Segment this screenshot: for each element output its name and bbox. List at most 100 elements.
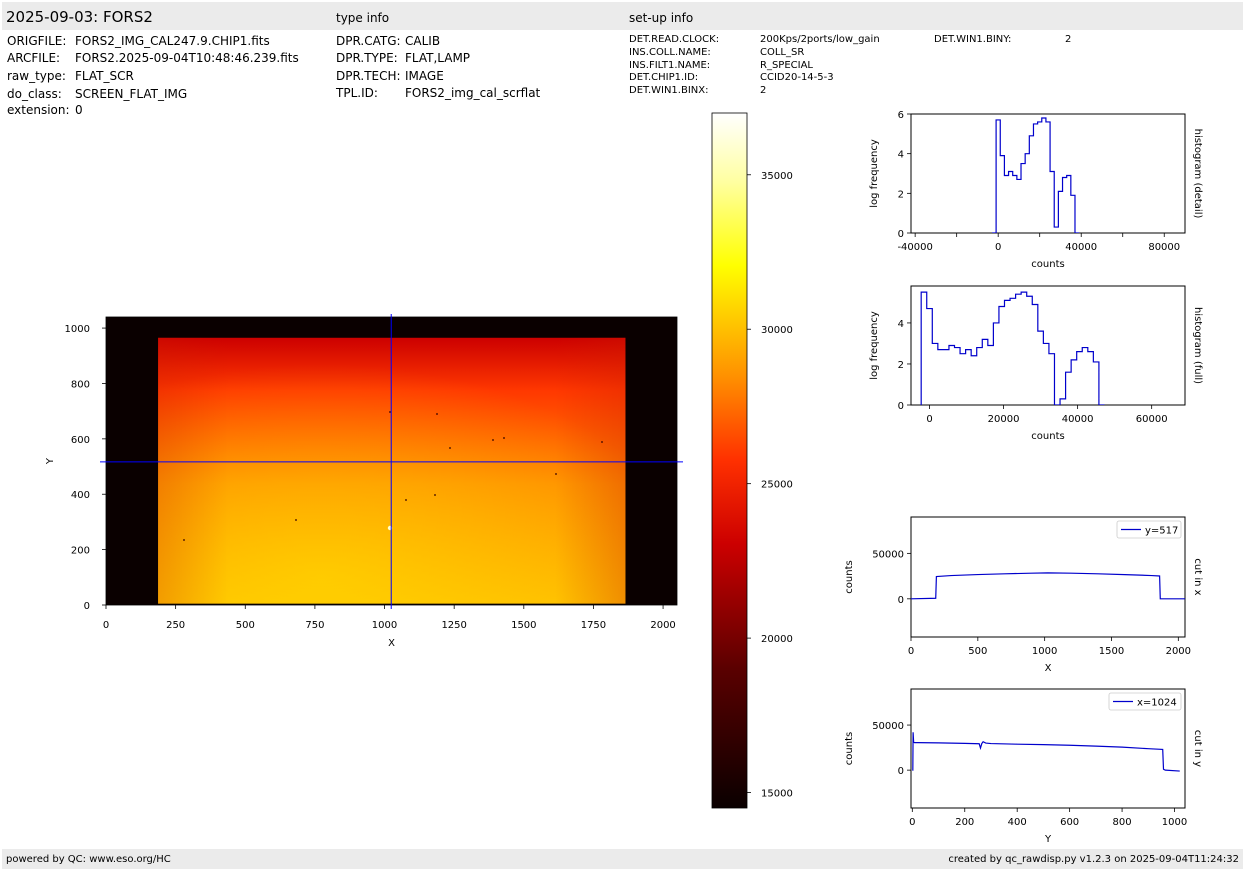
setup-info-value: CCID20-14-5-3 xyxy=(760,72,834,83)
plot-frame xyxy=(910,285,1186,406)
colorbar-tick-label: 35000 xyxy=(761,171,793,182)
x-tick-label: 40000 xyxy=(1065,242,1097,253)
x-axis-label: Y xyxy=(1044,834,1052,845)
side-label: cut in y xyxy=(1192,730,1203,767)
x-tick-label: 750 xyxy=(305,620,324,631)
x-axis-label: X xyxy=(388,638,395,649)
y-tick-label: 600 xyxy=(71,435,90,446)
file-info-value: FLAT_SCR xyxy=(75,69,134,83)
setup-info-key: INS.FILT1.NAME: xyxy=(629,60,711,71)
file-info-key: raw_type: xyxy=(7,69,66,83)
x-axis-label: counts xyxy=(1031,259,1064,270)
x-tick-label: 1250 xyxy=(441,620,466,631)
file-info-value: 0 xyxy=(75,103,83,117)
colorbar-gradient xyxy=(711,112,748,809)
y-axis-label: log frequency xyxy=(869,311,880,380)
side-label: cut in x xyxy=(1192,558,1203,595)
y-tick-label: 400 xyxy=(71,490,90,501)
x-tick-label: 2000 xyxy=(650,620,675,631)
dust-speck xyxy=(295,519,297,521)
x-tick-label: 0 xyxy=(908,646,914,657)
side-label: histogram (detail) xyxy=(1192,129,1203,219)
x-tick-label: 600 xyxy=(1060,817,1079,828)
y-tick-label: 0 xyxy=(898,766,904,777)
file-info-value: SCREEN_FLAT_IMG xyxy=(75,87,188,101)
file-info-key: extension: xyxy=(7,103,70,117)
colorbar-tick-label: 25000 xyxy=(761,480,793,491)
x-tick-label: 500 xyxy=(968,646,987,657)
legend-label: y=517 xyxy=(1145,526,1178,537)
header-band xyxy=(2,2,1243,30)
colorbar: 15000 20000 25000 30000 35000 xyxy=(711,112,793,809)
file-info-key: do_class: xyxy=(7,87,62,101)
colorbar-tick-label: 15000 xyxy=(761,789,793,800)
dust-speck xyxy=(389,411,391,413)
dust-speck xyxy=(503,437,505,439)
dust-speck xyxy=(436,413,438,415)
legend-label: x=1024 xyxy=(1137,698,1177,709)
setup-info-key: DET.READ.CLOCK: xyxy=(629,34,720,45)
y-tick-label: 2 xyxy=(898,189,904,200)
x-axis-label: counts xyxy=(1031,431,1064,442)
setup-info-key: DET.CHIP1.ID: xyxy=(629,72,699,83)
data-series-line xyxy=(911,572,1185,600)
x-tick-label: 1000 xyxy=(372,620,397,631)
footer-right-text: created by qc_rawdisp.py v1.2.3 on 2025-… xyxy=(948,854,1239,865)
dust-speck xyxy=(434,494,436,496)
setup-info-value: 200Kps/2ports/low_gain xyxy=(760,34,880,45)
y-tick-label: 4 xyxy=(898,319,904,330)
x-tick-label: 1500 xyxy=(1099,646,1124,657)
x-tick-label: 0 xyxy=(995,242,1001,253)
image-panel: 0 250 500 750 1000 1250 1500 1750 2000 0 200 400 600… xyxy=(45,314,683,649)
x-tick-label: 0 xyxy=(926,414,932,425)
dust-speck xyxy=(183,539,185,541)
data-series-line xyxy=(991,117,1080,233)
x-tick-label: 1000 xyxy=(1032,646,1057,657)
y-axis-label: log frequency xyxy=(869,139,880,208)
data-series-line xyxy=(920,291,1105,405)
setup-info-title: set-up info xyxy=(629,11,694,25)
illuminated-edges xyxy=(158,337,626,604)
type-info-value: CALIB xyxy=(405,34,441,48)
setup-info-value: R_SPECIAL xyxy=(760,60,813,71)
y-tick-label: 4 xyxy=(898,150,904,161)
type-info-value: FLAT,LAMP xyxy=(405,51,471,65)
footer-band xyxy=(2,849,1243,869)
x-tick-label: 200 xyxy=(955,817,974,828)
type-info-value: IMAGE xyxy=(405,69,444,83)
type-info-title: type info xyxy=(336,11,390,25)
x-tick-label: 250 xyxy=(166,620,185,631)
hist_detail-panel: -40000 0 40000 80000 0 2 4 6 counts log frequency… xyxy=(869,110,1203,270)
x-tick-label: 800 xyxy=(1113,817,1132,828)
x-tick-label: 20000 xyxy=(988,414,1020,425)
legend-box xyxy=(1116,520,1182,539)
y-tick-label: 0 xyxy=(898,401,904,412)
legend-box xyxy=(1108,692,1182,711)
file-info-value: FORS2.2025-09-04T10:48:46.239.fits xyxy=(75,51,299,65)
y-tick-label: 50000 xyxy=(872,549,904,560)
y-tick-label: 6 xyxy=(898,110,904,121)
file-info-key: ORIGFILE: xyxy=(7,34,67,48)
x-tick-label: 500 xyxy=(236,620,255,631)
x-tick-label: 1750 xyxy=(581,620,606,631)
page-title: 2025-09-03: FORS2 xyxy=(6,8,153,26)
dust-speck xyxy=(555,473,557,475)
y-tick-label: 200 xyxy=(71,546,90,557)
y-tick-label: 0 xyxy=(84,601,90,612)
colorbar-tick-label: 30000 xyxy=(761,325,793,336)
type-info-key: DPR.CATG: xyxy=(336,34,401,48)
type-info-key: TPL.ID: xyxy=(336,86,378,100)
file-info-value: FORS2_IMG_CAL247.9.CHIP1.fits xyxy=(75,34,270,48)
x-tick-label: 1500 xyxy=(511,620,536,631)
x-tick-label: -40000 xyxy=(897,242,932,253)
file-info-key: ARCFILE: xyxy=(7,51,61,65)
x-tick-label: 80000 xyxy=(1148,242,1180,253)
type-info-value: FORS2_img_cal_scrflat xyxy=(405,86,541,100)
hist_full-panel: 0 20000 40000 60000 0 2 4 counts log frequency hi… xyxy=(869,285,1203,442)
side-label: histogram (full) xyxy=(1192,307,1203,384)
dust-speck xyxy=(601,441,603,443)
y-tick-label: 50000 xyxy=(872,721,904,732)
x-tick-label: 2000 xyxy=(1166,646,1191,657)
x-tick-label: 40000 xyxy=(1062,414,1094,425)
